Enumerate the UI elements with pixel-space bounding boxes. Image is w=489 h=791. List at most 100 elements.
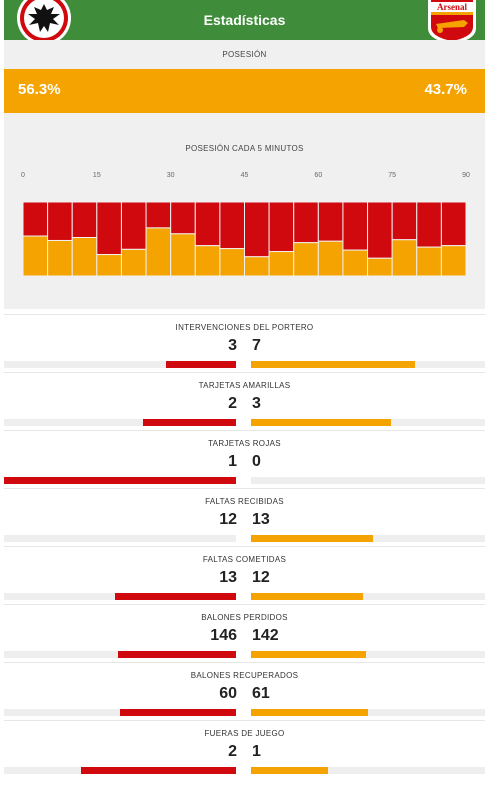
stat-label: FUERAS DE JUEGO [204,729,285,738]
stat-home-track [4,767,236,774]
possession-bar: 56.3% 43.7% [4,69,485,113]
stat-away-bar [251,535,373,542]
possession-interval-chart: 0 15 30 45 60 75 90 [21,172,470,277]
away-possession-bar [120,248,147,277]
away-possession-bar [391,239,418,277]
home-possession-bar [96,201,122,256]
home-possession-bar [342,201,369,251]
possession-label-box: POSESIÓN [4,40,485,69]
possession-home-value: 56.3% [18,81,61,98]
stat-away-track [251,593,485,600]
stat-home-track [4,651,236,658]
stat-home-bar [115,593,236,600]
stat-home-value: 2 [228,395,237,412]
stat-label: BALONES PERDIDOS [201,613,288,622]
away-possession-bar [416,246,442,277]
x-tick-label: 60 [314,172,322,179]
stat-away-bar [251,767,329,774]
x-tick-label: 90 [462,172,470,179]
stat-away-value: 12 [252,569,270,586]
stat-away-track [251,477,485,484]
home-possession-bar [120,201,147,250]
home-possession-bar [71,201,98,239]
stat-away-bar [251,709,368,716]
home-possession-bar [194,201,221,247]
away-possession-bar [367,257,393,277]
stat-away-value: 0 [252,453,261,470]
home-possession-bar [145,201,172,229]
away-possession-bar [145,227,172,277]
stat-away-value: 3 [252,395,261,412]
stat-away-value: 1 [252,743,261,760]
away-possession-bar [293,242,319,277]
x-tick-label: 0 [21,172,25,179]
home-possession-bar [219,201,245,250]
x-tick-label: 75 [388,172,396,179]
away-possession-bar [96,254,122,277]
stat-row: FALTAS COMETIDAS 13 12 [4,546,485,605]
stat-home-track [4,361,236,368]
stat-home-bar [4,477,236,484]
stat-home-bar [143,419,236,426]
away-possession-bar [342,249,369,277]
stat-home-bar [120,709,236,716]
stat-away-bar [251,361,415,368]
stat-row: TARJETAS ROJAS 1 0 [4,430,485,489]
stat-label: BALONES RECUPERADOS [190,671,299,680]
stat-home-value: 1 [228,453,237,470]
away-possession-bar [22,235,49,277]
stat-away-track [251,767,485,774]
possession-chart-title: POSESIÓN CADA 5 MINUTOS [185,144,304,153]
x-tick-label: 15 [93,172,101,179]
stat-home-track [4,419,236,426]
home-possession-bar [440,201,467,247]
possession-chart-panel: POSESIÓN CADA 5 MINUTOS 0 15 30 45 60 75 90 [4,113,485,309]
away-possession-bar [219,248,245,277]
stat-label: FALTAS RECIBIDAS [205,497,284,506]
stat-row: INTERVENCIONES DEL PORTERO 3 7 [4,314,485,373]
stat-home-value: 2 [228,743,237,760]
home-possession-bar [317,201,344,242]
x-tick-label: 30 [167,172,175,179]
stat-home-track [4,477,236,484]
stat-home-value: 146 [210,627,237,644]
stat-home-bar [80,767,236,774]
stat-row: FUERAS DE JUEGO 2 1 [4,720,485,779]
stat-home-track [4,593,236,600]
x-tick-label: 45 [241,172,249,179]
possession-label: POSESIÓN [222,50,267,59]
stat-away-value: 13 [252,511,270,528]
home-possession-bar [22,201,49,237]
stat-label: INTERVENCIONES DEL PORTERO [175,323,314,332]
stat-home-value: 3 [228,337,237,354]
away-possession-bar [317,240,344,277]
away-possession-bar [71,237,98,277]
stat-away-track [251,535,485,542]
stat-away-track [251,651,485,658]
away-possession-bar [170,233,196,277]
stat-label: FALTAS COMETIDAS [202,555,287,564]
stat-home-track [4,709,236,716]
stat-home-bar [117,651,236,658]
stat-away-track [251,361,485,368]
stat-away-bar [251,419,392,426]
arsenal-crest-icon: Arsenal [424,0,480,40]
arsenal-crest-text: Arsenal [437,2,467,12]
home-possession-bar [416,201,442,248]
home-possession-bar [367,201,393,259]
away-possession-bar [244,256,270,277]
stat-home-bar [166,361,236,368]
stat-home-value: 13 [219,569,237,586]
home-possession-bar [268,201,295,253]
away-possession-bar [194,245,221,277]
stat-label: TARJETAS ROJAS [208,439,281,448]
possession-away-value: 43.7% [424,81,467,98]
stat-home-value: 60 [219,685,237,702]
home-possession-bar [391,201,418,241]
home-possession-bar [170,201,196,235]
stat-away-track [251,709,485,716]
away-possession-bar [440,245,467,277]
stat-label: TARJETAS AMARILLAS [198,381,291,390]
stat-row: BALONES PERDIDOS 146 142 [4,604,485,663]
eintracht-frankfurt-crest-icon [14,0,74,40]
